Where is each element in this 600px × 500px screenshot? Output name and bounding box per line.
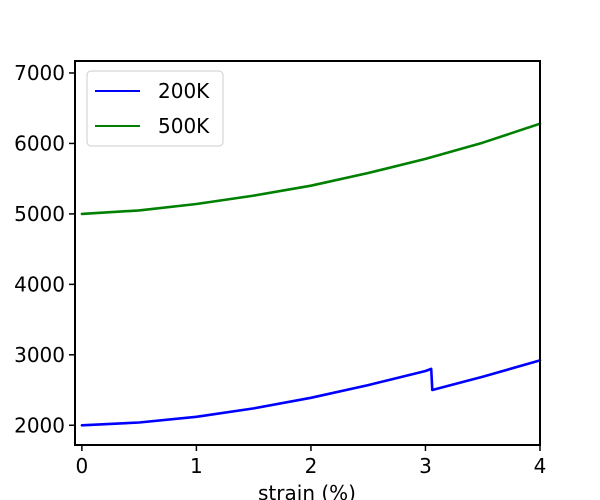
legend-box <box>86 70 224 147</box>
legend-label: 500K <box>158 114 210 138</box>
y-tick-label: 6000 <box>14 131 65 155</box>
x-axis-label: strain (%) <box>258 481 356 500</box>
legend: 200K 500K <box>86 70 224 147</box>
series-line-200k <box>80 359 542 427</box>
plot-frame <box>74 60 541 446</box>
y-tick-label: 4000 <box>14 272 65 296</box>
y-axis-ticks: 2000 3000 4000 5000 6000 7000 <box>14 61 75 437</box>
series-group <box>80 122 542 427</box>
y-tick-label: 7000 <box>14 61 65 85</box>
x-tick-label: 4 <box>534 454 547 478</box>
x-tick-label: 1 <box>190 454 203 478</box>
x-axis-ticks: 0 1 2 3 4 <box>76 445 547 478</box>
x-tick-label: 3 <box>419 454 432 478</box>
y-tick-label: 5000 <box>14 202 65 226</box>
x-tick-label: 0 <box>76 454 89 478</box>
x-tick-label: 2 <box>305 454 318 478</box>
y-tick-label: 2000 <box>14 413 65 437</box>
legend-label: 200K <box>158 79 210 103</box>
y-tick-label: 3000 <box>14 343 65 367</box>
series-line-500k <box>80 122 542 216</box>
